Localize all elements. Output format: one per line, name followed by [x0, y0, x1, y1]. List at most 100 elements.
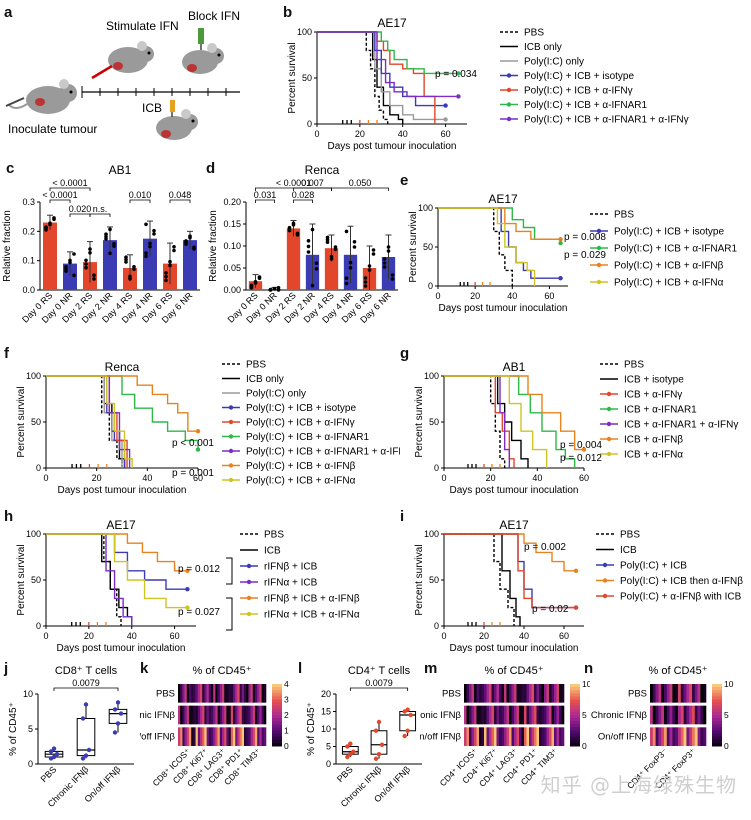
heatmap-cell: [661, 684, 665, 703]
heatmap-cell: [692, 705, 696, 725]
legend-marker: [606, 436, 612, 442]
heatmap-cell: [222, 705, 225, 725]
chart-title: CD4⁺ T cells: [348, 665, 411, 677]
heatmap-cell: [700, 727, 704, 746]
y-tick-label: 0: [428, 281, 433, 291]
data-point: [382, 265, 387, 269]
legend-label: PBS: [524, 28, 544, 39]
heatmap-cell: [178, 705, 181, 725]
data-point: [54, 752, 60, 757]
heatmap-cell: [250, 705, 254, 725]
heatmap-cell: [524, 727, 527, 746]
x-tick-label: 20: [479, 631, 489, 641]
heatmap-cell: [669, 684, 673, 703]
colorbar-segment: [712, 721, 722, 725]
significance-label: 0.020: [69, 204, 92, 214]
heatmap-cell: [556, 684, 560, 703]
chart-d: Renca 0.00 0.05 0.10 0.15 0.20 Relative fracti…: [208, 163, 398, 325]
y-axis-label: Percent survival: [408, 211, 419, 282]
heatmap-cell: [496, 684, 500, 703]
heatmap-cell: [655, 705, 659, 725]
x-tick-label: 40: [398, 129, 408, 139]
colorbar-tick-label: 10: [724, 679, 734, 689]
data-point: [408, 712, 413, 718]
colorbar-segment: [712, 715, 722, 719]
legend-marker: [506, 87, 512, 93]
colorbar-segment: [272, 742, 282, 747]
heatmap-row-label: On/off IFNβ: [140, 732, 176, 743]
legend-label: Poly(I:C) + ICB: [620, 561, 687, 572]
significance-bracket: [331, 187, 389, 191]
heatmap-cell: [675, 705, 679, 725]
series-end-point: [573, 605, 579, 610]
heatmap-cell: [476, 727, 480, 746]
legend-label: PBS: [614, 210, 634, 221]
colorbar-segment: [570, 715, 580, 719]
heatmap-cell: [191, 705, 194, 725]
y-tick-label: 0: [36, 463, 41, 473]
colorbar-tick-label: 4: [284, 679, 289, 689]
colorbar-tick-label: 0: [284, 741, 289, 751]
heatmap-cell: [664, 705, 668, 725]
x-tick-label: 20: [486, 473, 496, 483]
legend-marker: [606, 391, 612, 397]
series-line-icb-ifnar1-ifn-: [444, 375, 511, 468]
heatmap-cell: [697, 684, 701, 703]
heatmap-row-label: PBS: [628, 688, 647, 699]
heatmap-cell: [180, 705, 183, 725]
heatmap-cell: [189, 727, 192, 746]
colorbar-segment: [570, 684, 580, 688]
data-point: [314, 267, 319, 271]
significance-label: 0.050: [349, 178, 372, 188]
x-tick-label: 0: [441, 631, 446, 641]
chart-title: Renca: [105, 360, 140, 374]
series-line-pbs: [444, 375, 506, 468]
colorbar-segment: [272, 739, 282, 744]
legend-label: Poly(I:C) + ICB + isotype: [246, 403, 356, 414]
heatmap-cell: [213, 684, 216, 703]
panel-letter-f: f: [4, 345, 9, 362]
heatmap-cell: [233, 684, 236, 703]
heatmap-cell: [489, 684, 492, 703]
significance-bracket: [49, 199, 71, 203]
heatmap-cell: [230, 684, 234, 703]
heatmap-cell: [202, 684, 205, 703]
significance-bracket: [89, 213, 111, 217]
syringe-icon: [91, 64, 113, 80]
data-point: [92, 277, 96, 281]
data-point: [112, 707, 118, 712]
heatmap-cell: [233, 727, 236, 746]
legend-label: ICB + α-IFNα: [624, 450, 683, 461]
data-point: [80, 756, 86, 761]
heatmap-cell: [259, 684, 262, 703]
heatmap-cell: [215, 684, 218, 703]
heatmap-cell: [686, 684, 690, 703]
legend-label: ICB: [264, 546, 281, 557]
heatmap-cell: [215, 705, 218, 725]
heatmap-cell: [683, 727, 687, 746]
data-point: [295, 231, 300, 236]
series-end-point: [558, 240, 563, 246]
data-point: [373, 756, 379, 761]
data-point: [192, 245, 196, 250]
data-point: [367, 268, 372, 272]
heatmap-row-label: PBS: [156, 688, 175, 699]
colorbar-segment: [272, 702, 282, 707]
y-tick-label: 0.00: [223, 285, 241, 295]
data-point: [268, 287, 273, 292]
data-point: [367, 264, 372, 268]
y-tick-label: 0: [434, 621, 439, 631]
data-point: [405, 707, 410, 712]
heatmap-cell: [509, 705, 512, 725]
heatmap-cell: [511, 705, 515, 725]
heatmap-cell: [658, 727, 662, 746]
significance-label: 0.048: [169, 190, 192, 200]
heatmap-cell: [539, 727, 542, 746]
colorbar-segment: [570, 705, 580, 710]
heatmap-cell: [559, 705, 562, 725]
heatmap-cell: [509, 727, 512, 746]
heatmap-cell: [469, 727, 472, 746]
series-line-rifn-icb-ifn-: [46, 533, 188, 572]
heatmap-cell: [252, 705, 256, 725]
